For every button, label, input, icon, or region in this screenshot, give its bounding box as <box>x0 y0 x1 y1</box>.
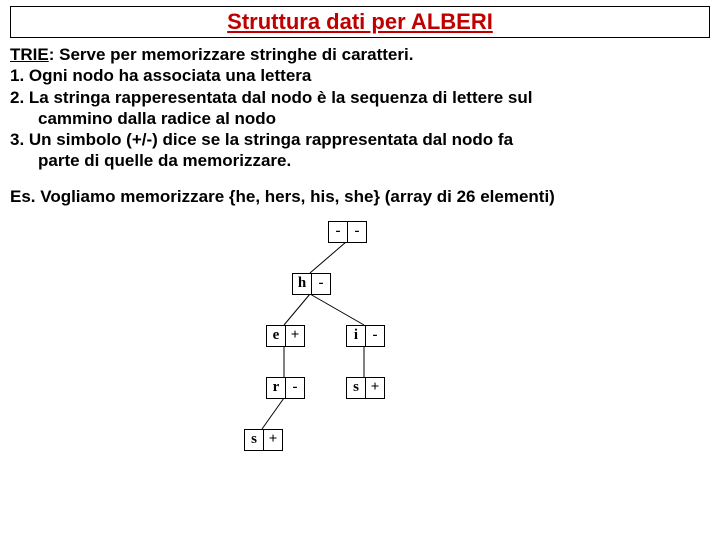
node-sign: + <box>366 377 385 399</box>
list-item-3: 3. Un simbolo (+/-) dice se la stringa r… <box>10 129 710 150</box>
node-sign: - <box>348 221 367 243</box>
tree-edges <box>10 207 710 487</box>
node-sign: + <box>264 429 283 451</box>
trie-desc: : Serve per memorizzare stringhe di cara… <box>49 45 414 64</box>
list-item-3b: parte di quelle da memorizzare. <box>38 150 710 171</box>
title-box: Struttura dati per ALBERI <box>10 6 710 38</box>
node-sign: - <box>366 325 385 347</box>
node-letter: - <box>328 221 348 243</box>
tree-node-root: -- <box>328 221 367 243</box>
tree-node-r: r- <box>266 377 305 399</box>
list-item-2b: cammino dalla radice al nodo <box>38 108 710 129</box>
tree-edge <box>284 294 310 325</box>
node-letter: s <box>244 429 264 451</box>
trie-diagram: --h-e+i-r-s+s+ <box>10 207 710 487</box>
example-line: Es. Vogliamo memorizzare {he, hers, his,… <box>10 186 710 207</box>
node-letter: e <box>266 325 286 347</box>
node-letter: h <box>292 273 312 295</box>
node-sign: + <box>286 325 305 347</box>
tree-node-e: e+ <box>266 325 305 347</box>
node-letter: s <box>346 377 366 399</box>
tree-edge <box>262 398 284 429</box>
node-sign: - <box>312 273 331 295</box>
list-item-2: 2. La stringa rapperesentata dal nodo è … <box>10 87 710 108</box>
trie-label: TRIE <box>10 45 49 64</box>
content-text: TRIE: Serve per memorizzare stringhe di … <box>10 44 710 207</box>
node-letter: r <box>266 377 286 399</box>
tree-edge <box>310 242 346 273</box>
tree-node-s2: s+ <box>346 377 385 399</box>
tree-node-s1: s+ <box>244 429 283 451</box>
node-sign: - <box>286 377 305 399</box>
tree-edge <box>310 294 364 325</box>
tree-node-i: i- <box>346 325 385 347</box>
tree-node-h: h- <box>292 273 331 295</box>
node-letter: i <box>346 325 366 347</box>
page-title: Struttura dati per ALBERI <box>227 9 493 34</box>
list-item-1: 1. Ogni nodo ha associata una lettera <box>10 65 710 86</box>
